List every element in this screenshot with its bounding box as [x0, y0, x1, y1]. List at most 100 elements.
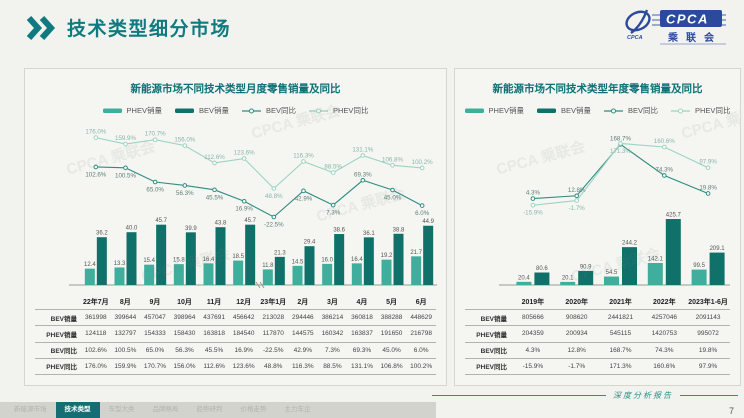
svg-text:45.0%: 45.0% [384, 195, 402, 202]
svg-text:19.8%: 19.8% [699, 184, 717, 191]
bar-series-1: 80.6 90.9 244.2 425.7 209.1 [534, 213, 725, 285]
nav-tab[interactable]: 车型大类 [108, 406, 135, 413]
logo-small-text: CPCA [627, 35, 643, 41]
svg-text:168.7%: 168.7% [610, 135, 631, 142]
nav-tab[interactable]: 新能源市场 [14, 406, 47, 413]
line-series-1: 176.0% 159.9% 170.7% 156.0% 112.6% 123.6% 48.8… [85, 129, 433, 200]
svg-text:65.0%: 65.0% [146, 187, 164, 194]
svg-text:-15.9%: -15.9% [523, 210, 543, 217]
footer-line [432, 395, 606, 396]
table-row: PHEV同比 176.0% 159.9% 170.7% 156.0% 112.6% 123.… [35, 357, 436, 375]
svg-text:44.9: 44.9 [422, 219, 434, 225]
logo-cn-text: 乘联会 [667, 31, 722, 44]
svg-text:209.1: 209.1 [710, 246, 726, 252]
legend-item: PHEV销量 [102, 105, 162, 116]
svg-text:56.3%: 56.3% [176, 190, 194, 197]
svg-text:160.6%: 160.6% [654, 138, 675, 145]
legend-label: PHEV销量 [488, 106, 524, 115]
svg-text:16.4: 16.4 [351, 257, 363, 263]
bar-swatch-icon [102, 108, 122, 113]
svg-text:12.4: 12.4 [84, 262, 96, 268]
svg-text:244.2: 244.2 [622, 241, 638, 247]
legend-label: BEV销量 [198, 106, 229, 115]
nav-tab[interactable]: 技术类型 [55, 402, 100, 418]
svg-text:18.5: 18.5 [232, 254, 244, 260]
table-row: PHEV同比 -15.9% -1.7% 171.3% 160.6% 97.9% [465, 357, 730, 375]
legend-label: PHEV同比 [333, 106, 369, 115]
legend-label: BEV销量 [560, 106, 591, 115]
nav-tab[interactable]: 品牌格局 [152, 406, 179, 413]
svg-text:142.1: 142.1 [648, 256, 664, 262]
svg-text:131.1%: 131.1% [352, 147, 373, 154]
legend-item: BEV销量 [174, 105, 229, 116]
svg-text:80.6: 80.6 [536, 266, 548, 272]
charts-container: 新能源市场不同技术类型月度零售销量及同比 PHEV销量 BEV销量 BEV同比 PHE… [24, 68, 741, 386]
monthly-chart-panel: 新能源市场不同技术类型月度零售销量及同比 PHEV销量 BEV销量 BEV同比 PHE… [24, 68, 447, 386]
report-type-label: 深度分析报告 [613, 391, 673, 400]
chart-title: 新能源市场不同技术类型年度零售销量及同比 [492, 83, 703, 95]
svg-text:43.8: 43.8 [215, 221, 227, 227]
svg-text:123.6%: 123.6% [234, 150, 255, 157]
bar-series-1: 36.2 40.0 45.7 39.9 43.8 45.7 21.3 29.4 38.6 36.1… [96, 218, 435, 285]
svg-text:99.5: 99.5 [693, 263, 705, 269]
svg-text:-22.5%: -22.5% [264, 222, 284, 229]
page-title: 技术类型细分市场 [67, 19, 232, 40]
bar-swatch-icon [174, 108, 194, 113]
page-number: 7 [728, 406, 734, 416]
legend-label: PHEV销量 [126, 106, 162, 115]
svg-text:38.8: 38.8 [393, 227, 405, 233]
nav-tab[interactable]: 主力车企 [284, 406, 311, 413]
svg-text:45.7: 45.7 [155, 218, 167, 224]
svg-text:38.6: 38.6 [333, 228, 345, 234]
svg-text:171.3%: 171.3% [610, 148, 631, 155]
svg-text:14.5: 14.5 [292, 259, 304, 265]
yearly-chart-panel: 新能源市场不同技术类型年度零售销量及同比 PHEV销量 BEV销量 BEV同比 PHE… [454, 68, 741, 386]
svg-text:21.3: 21.3 [274, 250, 286, 256]
legend-item: BEV同比 [242, 105, 296, 116]
svg-text:16.4: 16.4 [203, 257, 215, 263]
svg-text:170.7%: 170.7% [145, 131, 166, 138]
cpca-logo: CPCA CPCA 乘联会 [625, 9, 726, 45]
nav-tab[interactable]: 趋势研判 [196, 406, 223, 413]
line-swatch-icon [242, 108, 261, 113]
legend-item: BEV销量 [536, 105, 591, 116]
svg-text:425.7: 425.7 [666, 213, 682, 219]
svg-text:11.8: 11.8 [262, 263, 274, 269]
line-swatch-icon [671, 108, 691, 113]
svg-text:39.9: 39.9 [185, 226, 197, 232]
svg-text:74.3%: 74.3% [656, 166, 674, 173]
svg-text:15.4: 15.4 [143, 258, 155, 264]
legend-item: PHEV同比 [309, 105, 368, 116]
svg-text:176.0%: 176.0% [85, 129, 106, 136]
double-chevron-icon [26, 15, 56, 40]
svg-text:29.4: 29.4 [304, 240, 316, 246]
bar-series-0: 12.4 13.3 15.4 15.8 16.4 18.5 11.8 14.5 16.0 16.4… [84, 250, 423, 285]
svg-text:106.8%: 106.8% [382, 156, 403, 163]
line-swatch-icon [309, 108, 329, 113]
chart-legend: PHEV销量 BEV销量 BEV同比 PHEV同比 [464, 105, 730, 116]
logo-brand-text: CPCA [666, 12, 709, 27]
bar-swatch-icon [464, 108, 484, 113]
bar-swatch-icon [536, 108, 556, 113]
svg-text:12.8%: 12.8% [568, 187, 586, 194]
line-swatch-icon [604, 108, 623, 113]
svg-text:48.8%: 48.8% [265, 193, 283, 200]
table-row: BEV销量 805666 908620 2441821 4257046 2091143 [465, 309, 730, 326]
chart-legend: PHEV销量 BEV销量 BEV同比 PHEV同比 [35, 105, 436, 116]
svg-text:100.2%: 100.2% [412, 159, 433, 166]
bar-series-0: 20.4 20.1 54.5 142.1 99.5 [516, 256, 707, 285]
svg-text:16.0: 16.0 [321, 257, 333, 263]
svg-text:112.6%: 112.6% [204, 154, 225, 161]
svg-text:54.5: 54.5 [606, 270, 618, 276]
svg-text:4.3%: 4.3% [526, 190, 541, 197]
svg-text:97.9%: 97.9% [699, 159, 717, 166]
svg-text:20.1: 20.1 [562, 275, 574, 281]
legend-item: BEV同比 [604, 105, 658, 116]
legend-item: PHEV销量 [464, 105, 524, 116]
nav-tab[interactable]: 价格走势 [240, 406, 267, 413]
svg-text:116.3%: 116.3% [293, 152, 314, 159]
chart-data-table: 2019年 2020年 2021年 2022年 2023年1-6月 BEV销量 805666… [465, 294, 730, 375]
svg-text:20.4: 20.4 [518, 275, 530, 281]
svg-text:159.9%: 159.9% [115, 135, 136, 142]
table-row: BEV同比 102.6% 100.5% 65.0% 56.3% 45.5% 16.9% -22… [35, 341, 436, 359]
